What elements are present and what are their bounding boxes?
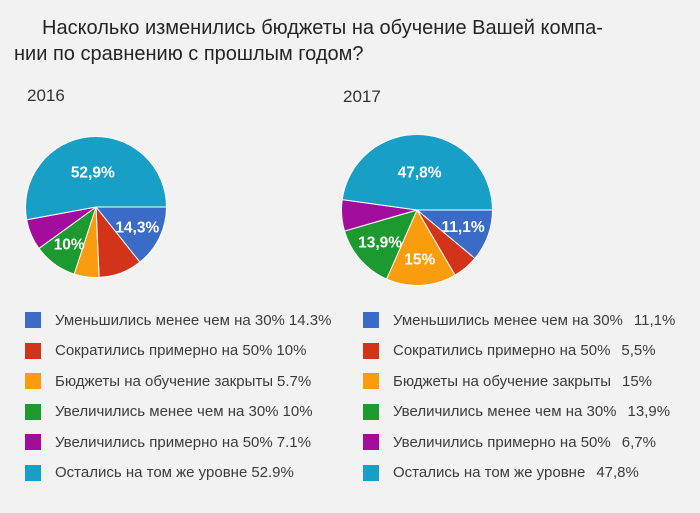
- pie-chart-2016: 14,3% 10% 52,9%: [25, 135, 168, 278]
- legend-item-label: Увеличились примерно на 50%: [55, 433, 273, 451]
- legend-item: Сократились примерно на 50% 5,5%: [363, 342, 675, 359]
- pie-slice-label: 13,9%: [358, 235, 402, 252]
- legend-2016: Уменьшились менее чем на 30% 14.3% Сократи…: [25, 312, 331, 495]
- legend-item-label: Бюджеты на обучение закрыты: [393, 372, 611, 390]
- pie-chart-2017: 11,1% 15%13,9% 47,8%: [341, 134, 494, 286]
- legend-item-label: Остались на том же уровне: [393, 464, 586, 481]
- legend-item: Увеличились менее чем на 30% 10%: [25, 403, 331, 420]
- legend-color-swatch-icon: [363, 403, 379, 420]
- pie-slice-label: 14,3%: [115, 219, 159, 236]
- legend-item-value: 13,9%: [627, 403, 671, 420]
- legend-item-label: Увеличились менее чем на 30%: [393, 403, 617, 420]
- legend-item: Увеличились менее чем на 30% 13,9%: [363, 403, 675, 420]
- legend-item: Увеличились примерно на 50% 7.1%: [25, 433, 331, 451]
- year-label-2017: 2017: [343, 87, 381, 106]
- legend-color-swatch-icon: [363, 373, 379, 389]
- legend-item-label: Сократились примерно на 50%: [393, 342, 611, 359]
- legend-color-swatch-icon: [25, 434, 41, 450]
- chart-title: Насколько изменились бюджеты на обучение…: [14, 15, 674, 67]
- pie-slice: [385, 208, 456, 286]
- legend-item: Уменьшились менее чем на 30% 11,1%: [363, 311, 676, 329]
- chart-title-line1: Насколько изменились бюджеты на обучение…: [42, 17, 603, 39]
- pie-slice: [341, 134, 494, 211]
- pie-slice-label: 47,8%: [398, 165, 442, 182]
- pie-slice-label: 10%: [54, 237, 85, 254]
- legend-color-swatch-icon: [25, 312, 41, 328]
- legend-item: Остались на том же уровне 47,8%: [363, 464, 675, 481]
- legend-item: Сократились примерно на 50% 10%: [25, 342, 331, 359]
- legend-item: Бюджеты на обучение закрыты 5.7%: [25, 372, 331, 390]
- legend-color-swatch-icon: [363, 464, 379, 481]
- legend-item: Остались на том же уровне 52.9%: [25, 464, 331, 481]
- legend-item-value: 6,7%: [621, 433, 656, 451]
- legend-item: Уменьшились менее чем на 30% 14.3%: [25, 311, 332, 329]
- legend-item-value: 47,8%: [596, 464, 639, 481]
- pie-slice: [25, 135, 168, 221]
- legend-item-value: 11,1%: [633, 311, 676, 329]
- legend-item-value: 5.7%: [277, 372, 312, 390]
- legend-color-swatch-icon: [25, 373, 41, 389]
- legend-item-label: Увеличились примерно на 50%: [393, 433, 611, 451]
- legend-item-label: Уменьшились менее чем на 30%: [55, 311, 285, 329]
- legend-item-label: Увеличились менее чем на 30%: [55, 403, 279, 420]
- legend-color-swatch-icon: [25, 403, 41, 420]
- chart-title-line2: нии по сравнению с прошлым годом?: [14, 43, 364, 65]
- legend-item-label: Сократились примерно на 50%: [55, 342, 273, 359]
- legend-item-value: 5,5%: [621, 342, 656, 359]
- legend-color-swatch-icon: [363, 312, 379, 328]
- legend-item-label: Остались на том же уровне: [55, 464, 248, 481]
- pie-slice: [94, 206, 168, 263]
- legend-item: Увеличились примерно на 50% 6,7%: [363, 433, 675, 451]
- legend-item-value: 52.9%: [251, 464, 294, 481]
- legend-item-value: 14.3%: [288, 311, 332, 329]
- legend-2017: Уменьшились менее чем на 30% 11,1% Сократи…: [363, 312, 675, 495]
- legend-item: Бюджеты на обучение закрыты 15%: [363, 372, 675, 390]
- legend-color-swatch-icon: [25, 464, 41, 481]
- pie-slice: [343, 209, 418, 280]
- legend-item-label: Уменьшились менее чем на 30%: [393, 311, 623, 329]
- legend-color-swatch-icon: [363, 434, 379, 450]
- legend-item-value: 7.1%: [276, 433, 311, 451]
- legend-color-swatch-icon: [25, 342, 41, 359]
- legend-item-value: 10%: [282, 403, 313, 420]
- pie-slice-label: 11,1%: [442, 219, 485, 236]
- legend-item-value: 10%: [276, 342, 307, 359]
- pie-slice-label: 15%: [404, 251, 435, 268]
- legend-color-swatch-icon: [363, 342, 379, 359]
- legend-item-label: Бюджеты на обучение закрыты: [55, 372, 273, 390]
- legend-item-value: 15%: [622, 372, 653, 390]
- pie-slice-label: 52,9%: [71, 164, 115, 181]
- year-label-2016: 2016: [27, 86, 65, 105]
